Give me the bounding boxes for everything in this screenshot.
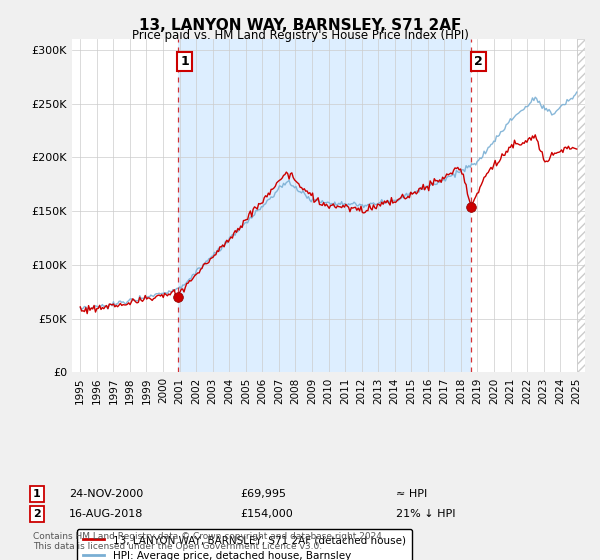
Bar (577, 39, 585, 372)
Text: 16-AUG-2018: 16-AUG-2018 (69, 509, 143, 519)
Text: 1: 1 (33, 489, 41, 499)
Legend: 13, LANYON WAY, BARNSLEY, S71 2AF (detached house), HPI: Average price, detached: 13, LANYON WAY, BARNSLEY, S71 2AF (detac… (77, 529, 412, 560)
Text: 24-NOV-2000: 24-NOV-2000 (69, 489, 143, 499)
Text: £154,000: £154,000 (240, 509, 293, 519)
Text: Price paid vs. HM Land Registry's House Price Index (HPI): Price paid vs. HM Land Registry's House … (131, 29, 469, 42)
Bar (178, 39, 471, 372)
Text: 21% ↓ HPI: 21% ↓ HPI (396, 509, 455, 519)
Text: 13, LANYON WAY, BARNSLEY, S71 2AF: 13, LANYON WAY, BARNSLEY, S71 2AF (139, 18, 461, 33)
Text: 2: 2 (473, 55, 482, 68)
Text: 1: 1 (181, 55, 189, 68)
Text: Contains HM Land Registry data © Crown copyright and database right 2024.
This d: Contains HM Land Registry data © Crown c… (33, 531, 385, 551)
Text: 2: 2 (33, 509, 41, 519)
Text: £69,995: £69,995 (240, 489, 286, 499)
Text: ≈ HPI: ≈ HPI (396, 489, 427, 499)
